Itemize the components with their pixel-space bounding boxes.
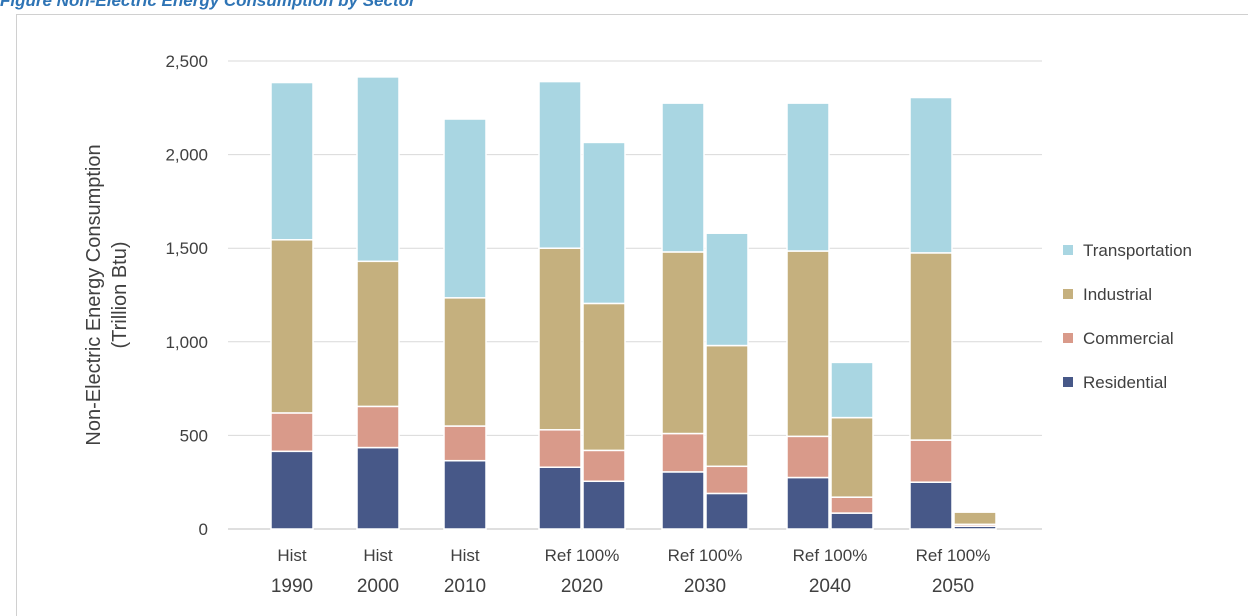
bar-segment-industrial bbox=[582, 302, 626, 452]
bar-segment-commercial bbox=[443, 425, 487, 462]
legend-swatch bbox=[1063, 245, 1073, 255]
legend-label: Residential bbox=[1083, 373, 1167, 392]
legend-label: Transportation bbox=[1083, 241, 1192, 260]
x-tick-label-bottom: 2000 bbox=[357, 576, 399, 597]
bar-segment-residential bbox=[830, 512, 874, 530]
y-axis-label: Non-Electric Energy Consumption (Trillion… bbox=[83, 144, 131, 445]
y-axis-label-line: Non-Electric Energy Consumption bbox=[83, 144, 105, 445]
bar-stack bbox=[270, 81, 314, 530]
bar-segment-transportation bbox=[356, 76, 400, 263]
y-tick-label: 1,000 bbox=[165, 333, 208, 352]
bar-segment-residential bbox=[582, 480, 626, 530]
x-tick-label-bottom: 2020 bbox=[561, 576, 603, 597]
x-tick-label-top: Ref 100% bbox=[668, 546, 743, 565]
y-tick-label: 0 bbox=[199, 520, 208, 539]
bar-segment-industrial bbox=[270, 239, 314, 414]
bar-stack bbox=[582, 141, 626, 530]
legend-swatch bbox=[1063, 289, 1073, 299]
x-tick-label-top: Ref 100% bbox=[916, 546, 991, 565]
bar-segment-commercial bbox=[786, 435, 830, 479]
bar-stack bbox=[830, 361, 874, 530]
legend-label: Commercial bbox=[1083, 329, 1174, 348]
x-tick-label-bottom: 2010 bbox=[444, 576, 486, 597]
bar-segment-residential bbox=[538, 466, 582, 530]
x-axis-tick-labels: Hist 1990 Hist 2000 Hist 2010 Ref 100% 2020 Ref … bbox=[271, 546, 990, 597]
legend-item-industrial: Industrial bbox=[1063, 285, 1152, 304]
bar-segment-commercial bbox=[661, 432, 705, 473]
y-axis-label-line: (Trillion Btu) bbox=[109, 241, 131, 348]
bar-segment-commercial bbox=[582, 449, 626, 483]
figure-caption: Figure Non-Electric Energy Consumption b… bbox=[0, 0, 1248, 12]
bar-segment-transportation bbox=[538, 80, 582, 249]
bar-stack bbox=[786, 102, 830, 530]
legend-item-residential: Residential bbox=[1063, 373, 1167, 392]
legend: Transportation Industrial Commercial Reside… bbox=[1063, 241, 1192, 392]
bar-segment-industrial bbox=[443, 297, 487, 427]
bar-segment-residential bbox=[661, 471, 705, 530]
legend-swatch bbox=[1063, 377, 1073, 387]
x-tick-label-top: Hist bbox=[277, 546, 307, 565]
bar-stack bbox=[705, 232, 749, 530]
bar-segment-industrial bbox=[661, 251, 705, 435]
bar-segment-industrial bbox=[830, 416, 874, 498]
legend-item-transportation: Transportation bbox=[1063, 241, 1192, 260]
bar-segment-transportation bbox=[582, 141, 626, 305]
bar-segment-commercial bbox=[538, 429, 582, 468]
legend-label: Industrial bbox=[1083, 285, 1152, 304]
y-axis-tick-labels: 0 500 1,000 1,500 2,000 2,500 bbox=[165, 52, 208, 539]
bar-segment-residential bbox=[909, 481, 953, 530]
y-tick-label: 500 bbox=[180, 426, 208, 445]
bar-segment-transportation bbox=[443, 118, 487, 299]
bar-segment-commercial bbox=[356, 405, 400, 449]
y-tick-label: 1,500 bbox=[165, 239, 208, 258]
bar-segment-transportation bbox=[909, 96, 953, 254]
bar-segment-commercial bbox=[830, 496, 874, 514]
bar-stack bbox=[953, 511, 997, 530]
x-tick-label-bottom: 2050 bbox=[932, 576, 974, 597]
bar-segment-industrial bbox=[909, 252, 953, 441]
bar-segment-commercial bbox=[909, 439, 953, 483]
y-tick-label: 2,500 bbox=[165, 52, 208, 71]
legend-swatch bbox=[1063, 333, 1073, 343]
bar-segment-industrial bbox=[356, 260, 400, 408]
x-tick-label-top: Hist bbox=[450, 546, 480, 565]
chart-frame bbox=[16, 14, 1248, 616]
bar-segment-residential bbox=[443, 459, 487, 530]
bar-segment-industrial bbox=[953, 511, 997, 526]
bar-segment-residential bbox=[270, 450, 314, 530]
bar-segment-residential bbox=[705, 492, 749, 530]
x-tick-label-top: Hist bbox=[363, 546, 393, 565]
x-tick-label-bottom: 2030 bbox=[684, 576, 726, 597]
bar-segment-transportation bbox=[705, 232, 749, 347]
bar-stacks bbox=[270, 76, 997, 530]
legend-item-commercial: Commercial bbox=[1063, 329, 1174, 348]
bar-segment-transportation bbox=[830, 361, 874, 419]
x-tick-label-bottom: 2040 bbox=[809, 576, 851, 597]
bar-segment-commercial bbox=[705, 465, 749, 495]
x-tick-label-top: Ref 100% bbox=[545, 546, 620, 565]
bar-segment-transportation bbox=[786, 102, 830, 252]
bar-segment-industrial bbox=[705, 344, 749, 468]
x-tick-label-top: Ref 100% bbox=[793, 546, 868, 565]
bar-stack bbox=[909, 96, 953, 530]
bar-segment-residential bbox=[356, 446, 400, 530]
bar-stack bbox=[356, 76, 400, 530]
bar-segment-transportation bbox=[661, 102, 705, 253]
bar-segment-commercial bbox=[270, 412, 314, 453]
bar-segment-transportation bbox=[270, 81, 314, 241]
x-tick-label-bottom: 1990 bbox=[271, 576, 313, 597]
bar-stack bbox=[538, 80, 582, 530]
bar-segment-industrial bbox=[538, 247, 582, 431]
y-tick-label: 2,000 bbox=[165, 146, 208, 165]
bar-stack bbox=[443, 118, 487, 530]
bar-segment-industrial bbox=[786, 250, 830, 438]
bar-segment-residential bbox=[786, 476, 830, 530]
figure-caption-text: Figure Non-Electric Energy Consumption b… bbox=[0, 0, 416, 10]
bar-stack bbox=[661, 102, 705, 530]
